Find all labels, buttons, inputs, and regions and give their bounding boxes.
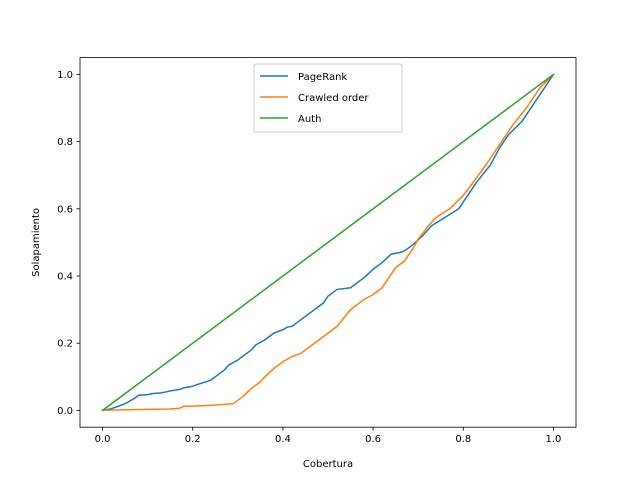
x-axis-label: Cobertura — [303, 459, 353, 470]
x-tick-label: 0.4 — [275, 434, 291, 445]
y-tick-label: 0.6 — [57, 204, 73, 215]
series-line-auth — [101, 73, 555, 412]
y-tick-label: 0.4 — [57, 272, 73, 283]
x-tick-label: 1.0 — [546, 434, 562, 445]
legend-label-auth: Auth — [298, 114, 321, 125]
series-line-pagerank — [101, 73, 555, 412]
x-tick-label: 0.6 — [365, 434, 381, 445]
y-tick-label: 1.0 — [57, 70, 73, 81]
y-tick-label: 0.8 — [57, 137, 73, 148]
x-tick-label: 0.0 — [95, 434, 111, 445]
y-tick-label: 0.2 — [57, 339, 73, 350]
x-tick-label: 0.2 — [185, 434, 201, 445]
y-axis: 0.0 0.2 0.4 0.6 0.8 1.0 — [57, 70, 80, 417]
legend: PageRank Crawled order Auth — [253, 63, 403, 133]
legend-label-pagerank: PageRank — [298, 72, 347, 83]
plot-area-frame — [79, 57, 577, 428]
x-axis: 0.0 0.2 0.4 0.6 0.8 1.0 — [95, 427, 562, 445]
legend-label-crawled-order: Crawled order — [298, 93, 369, 104]
y-axis-label: Solapamiento — [31, 208, 42, 277]
x-tick-label: 0.8 — [455, 434, 471, 445]
y-tick-label: 0.0 — [57, 406, 73, 417]
legend-box — [253, 63, 403, 133]
series-line-crawled-order — [101, 73, 555, 412]
plot-lines — [101, 73, 555, 412]
